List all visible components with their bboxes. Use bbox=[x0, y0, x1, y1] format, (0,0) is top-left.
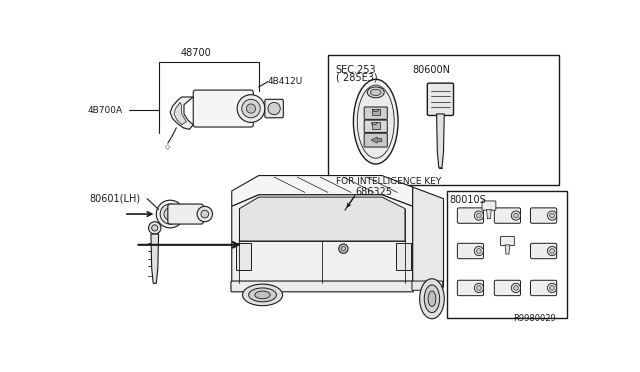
Text: FOR INTELLIGENCE KEY: FOR INTELLIGENCE KEY bbox=[336, 177, 441, 186]
FancyBboxPatch shape bbox=[494, 280, 520, 296]
Circle shape bbox=[550, 286, 554, 290]
Circle shape bbox=[341, 246, 346, 251]
Circle shape bbox=[474, 211, 484, 220]
Circle shape bbox=[201, 210, 209, 218]
Circle shape bbox=[148, 222, 161, 234]
Polygon shape bbox=[371, 137, 382, 143]
FancyBboxPatch shape bbox=[494, 208, 520, 223]
Polygon shape bbox=[505, 245, 509, 254]
FancyBboxPatch shape bbox=[364, 120, 387, 132]
Text: 4B412U: 4B412U bbox=[268, 77, 303, 86]
Ellipse shape bbox=[249, 288, 276, 302]
FancyBboxPatch shape bbox=[531, 208, 557, 223]
Circle shape bbox=[513, 213, 518, 218]
Polygon shape bbox=[486, 209, 492, 219]
FancyBboxPatch shape bbox=[428, 83, 454, 115]
Circle shape bbox=[156, 200, 184, 228]
Circle shape bbox=[547, 211, 557, 220]
Text: 686325: 686325 bbox=[355, 187, 392, 198]
Ellipse shape bbox=[357, 85, 394, 158]
Polygon shape bbox=[232, 176, 413, 206]
Ellipse shape bbox=[428, 291, 436, 307]
Text: 80010S: 80010S bbox=[450, 195, 486, 205]
FancyBboxPatch shape bbox=[364, 133, 387, 147]
Circle shape bbox=[477, 213, 481, 218]
Bar bbox=[372, 122, 380, 129]
Bar bbox=[328, 55, 559, 185]
Text: ( 285E3): ( 285E3) bbox=[336, 73, 378, 82]
FancyBboxPatch shape bbox=[458, 280, 484, 296]
Bar bbox=[447, 191, 566, 318]
FancyBboxPatch shape bbox=[412, 281, 443, 290]
Bar bbox=[396, 243, 411, 270]
Circle shape bbox=[511, 283, 520, 293]
Circle shape bbox=[164, 208, 176, 220]
Ellipse shape bbox=[424, 285, 440, 312]
Text: SEC.253: SEC.253 bbox=[336, 65, 376, 75]
Text: R9980029: R9980029 bbox=[513, 314, 556, 323]
Ellipse shape bbox=[243, 284, 283, 306]
Polygon shape bbox=[151, 234, 159, 283]
Bar bbox=[236, 243, 251, 270]
Circle shape bbox=[160, 204, 180, 224]
FancyBboxPatch shape bbox=[265, 99, 284, 118]
Circle shape bbox=[152, 225, 158, 231]
Circle shape bbox=[550, 249, 554, 253]
Ellipse shape bbox=[371, 89, 381, 96]
Circle shape bbox=[547, 246, 557, 256]
Circle shape bbox=[339, 244, 348, 253]
Ellipse shape bbox=[420, 279, 444, 319]
FancyBboxPatch shape bbox=[482, 201, 496, 210]
Text: 80601(LH): 80601(LH) bbox=[90, 194, 140, 203]
Circle shape bbox=[197, 206, 212, 222]
Circle shape bbox=[474, 283, 484, 293]
Polygon shape bbox=[413, 187, 444, 287]
Polygon shape bbox=[170, 97, 193, 129]
Ellipse shape bbox=[353, 79, 398, 164]
FancyBboxPatch shape bbox=[500, 236, 515, 246]
FancyBboxPatch shape bbox=[458, 243, 484, 259]
Polygon shape bbox=[239, 197, 405, 241]
FancyBboxPatch shape bbox=[531, 243, 557, 259]
Circle shape bbox=[474, 246, 484, 256]
FancyBboxPatch shape bbox=[364, 107, 387, 119]
FancyBboxPatch shape bbox=[458, 208, 484, 223]
Polygon shape bbox=[232, 195, 413, 283]
Text: 80600N: 80600N bbox=[413, 65, 451, 75]
Circle shape bbox=[268, 102, 280, 115]
Circle shape bbox=[477, 286, 481, 290]
FancyBboxPatch shape bbox=[168, 204, 204, 224]
Circle shape bbox=[237, 95, 265, 122]
Ellipse shape bbox=[367, 87, 384, 98]
Circle shape bbox=[242, 99, 260, 118]
Circle shape bbox=[477, 249, 481, 253]
Ellipse shape bbox=[255, 291, 270, 299]
Circle shape bbox=[246, 104, 255, 113]
Text: 48700: 48700 bbox=[180, 48, 211, 58]
Circle shape bbox=[511, 211, 520, 220]
FancyBboxPatch shape bbox=[231, 281, 413, 292]
Circle shape bbox=[547, 283, 557, 293]
Polygon shape bbox=[174, 102, 186, 125]
FancyBboxPatch shape bbox=[193, 90, 253, 127]
Circle shape bbox=[513, 286, 518, 290]
Bar bbox=[372, 109, 380, 115]
Text: 4B700A: 4B700A bbox=[88, 106, 123, 115]
Text: ◇: ◇ bbox=[165, 144, 170, 150]
Circle shape bbox=[550, 213, 554, 218]
Polygon shape bbox=[436, 114, 444, 168]
FancyBboxPatch shape bbox=[531, 280, 557, 296]
